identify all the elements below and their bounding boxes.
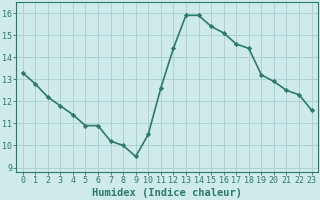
X-axis label: Humidex (Indice chaleur): Humidex (Indice chaleur) (92, 188, 242, 198)
